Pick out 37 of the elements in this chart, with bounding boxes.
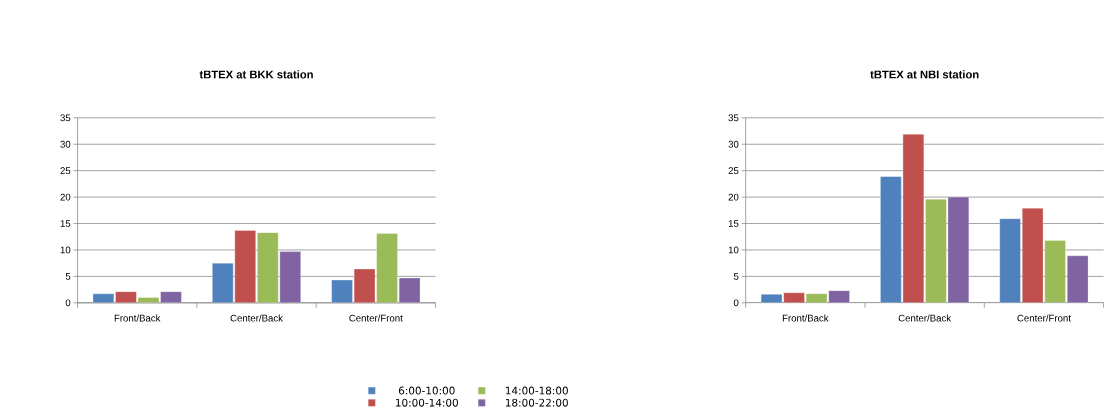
bar: [1067, 255, 1089, 303]
y-tick-label: 20: [60, 193, 71, 201]
y-tick-label: 30: [60, 140, 71, 148]
y-tick-label: 15: [728, 220, 739, 227]
bar: [376, 233, 398, 303]
y-tick-label: 30: [728, 140, 739, 148]
y-tick-label: 5: [65, 273, 71, 280]
bar: [212, 263, 234, 303]
y-tick-label: 10: [728, 246, 739, 254]
bar: [902, 134, 924, 303]
x-tick-label: Front/Back: [114, 314, 161, 322]
y-tick-label: 0: [733, 299, 739, 307]
y-tick-label: 35: [728, 114, 739, 122]
y-tick-label: 25: [60, 167, 71, 175]
y-tick-label: 25: [728, 167, 739, 175]
y-tick-label: 5: [733, 273, 739, 280]
y-tick-label: 20: [728, 193, 739, 201]
legend-label: 14:00-18:00: [505, 386, 568, 395]
y-tick-label: 15: [60, 220, 71, 227]
legend-label: 10:00-14:00: [396, 398, 458, 407]
bar: [257, 232, 279, 303]
bar: [925, 199, 947, 303]
chart-title: tBTEX at BKK station: [199, 70, 313, 79]
x-tick-label: Center/Front: [349, 314, 403, 322]
bar: [999, 218, 1021, 303]
x-tick-label: Center/Back: [898, 314, 952, 322]
y-tick-label: 0: [65, 299, 71, 307]
y-tick-label: 35: [60, 114, 71, 122]
y-tick-label: 10: [60, 246, 71, 254]
x-tick-label: Front/Back: [782, 314, 829, 322]
chart-title: tBTEX at NBI station: [870, 70, 979, 79]
bar: [880, 176, 902, 303]
bar: [1044, 240, 1066, 303]
x-tick-label: Center/Front: [1017, 314, 1071, 322]
x-tick-label: Center/Back: [230, 314, 283, 322]
legend-label: 6:00-10:00: [398, 386, 455, 395]
legend-label: 18:00-22:00: [505, 398, 568, 407]
